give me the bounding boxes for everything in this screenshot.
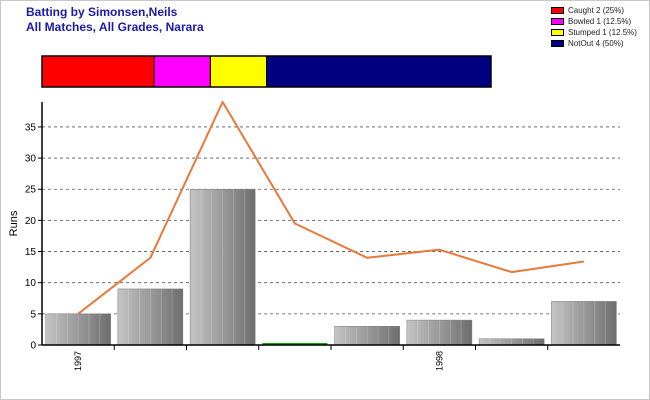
y-tick-label: 10 (25, 278, 37, 289)
line-path (77, 101, 585, 315)
line-series (77, 101, 585, 315)
y-tick-label: 15 (25, 247, 37, 258)
legend: Caught 2 (25%) Bowled 1 (12.5%) Stumped 1 … (551, 5, 637, 49)
bar (551, 301, 617, 346)
y-tick-label: 5 (30, 309, 36, 320)
legend-label: Caught 2 (25%) (568, 6, 625, 15)
legend-item: Caught 2 (25%) (551, 5, 637, 16)
y-axis-label: Runs (8, 210, 20, 236)
dismissal-segment (41, 55, 155, 88)
y-tick-label: 20 (25, 216, 37, 227)
dismissal-segment (266, 55, 492, 88)
legend-label: NotOut 4 (50%) (568, 39, 624, 48)
y-tick-label: 30 (25, 154, 37, 165)
bar (45, 313, 111, 346)
legend-swatch (551, 7, 564, 14)
y-tick-label: 35 (25, 122, 37, 133)
legend-item: NotOut 4 (50%) (551, 38, 637, 49)
dismissal-bar (41, 55, 492, 88)
legend-item: Bowled 1 (12.5%) (551, 16, 637, 27)
chart-title: Batting by Simonsen,Neils (26, 5, 178, 19)
legend-swatch (551, 40, 564, 47)
grid (42, 126, 620, 315)
x-tick-label: 1997 (73, 351, 83, 371)
dismissal-segment (153, 55, 211, 88)
legend-label: Stumped 1 (12.5%) (568, 28, 637, 37)
legend-label: Bowled 1 (12.5%) (568, 17, 632, 26)
x-tick-label: 1998 (434, 351, 444, 371)
axes: 0 5 10 15 20 25 30 35 1997 1998 Runs (8, 102, 620, 371)
legend-item: Stumped 1 (12.5%) (551, 27, 637, 38)
legend-swatch (551, 18, 564, 25)
dismissal-segment (209, 55, 267, 88)
bar (262, 343, 328, 345)
bar (117, 288, 184, 346)
legend-swatch (551, 29, 564, 36)
bars (45, 188, 617, 346)
bar (406, 319, 473, 346)
chart-subtitle: All Matches, All Grades, Narara (26, 20, 204, 34)
y-tick-label: 0 (30, 341, 36, 352)
y-tick-label: 25 (25, 185, 37, 196)
bar (189, 188, 256, 346)
dismissal-bar-border (41, 55, 492, 88)
